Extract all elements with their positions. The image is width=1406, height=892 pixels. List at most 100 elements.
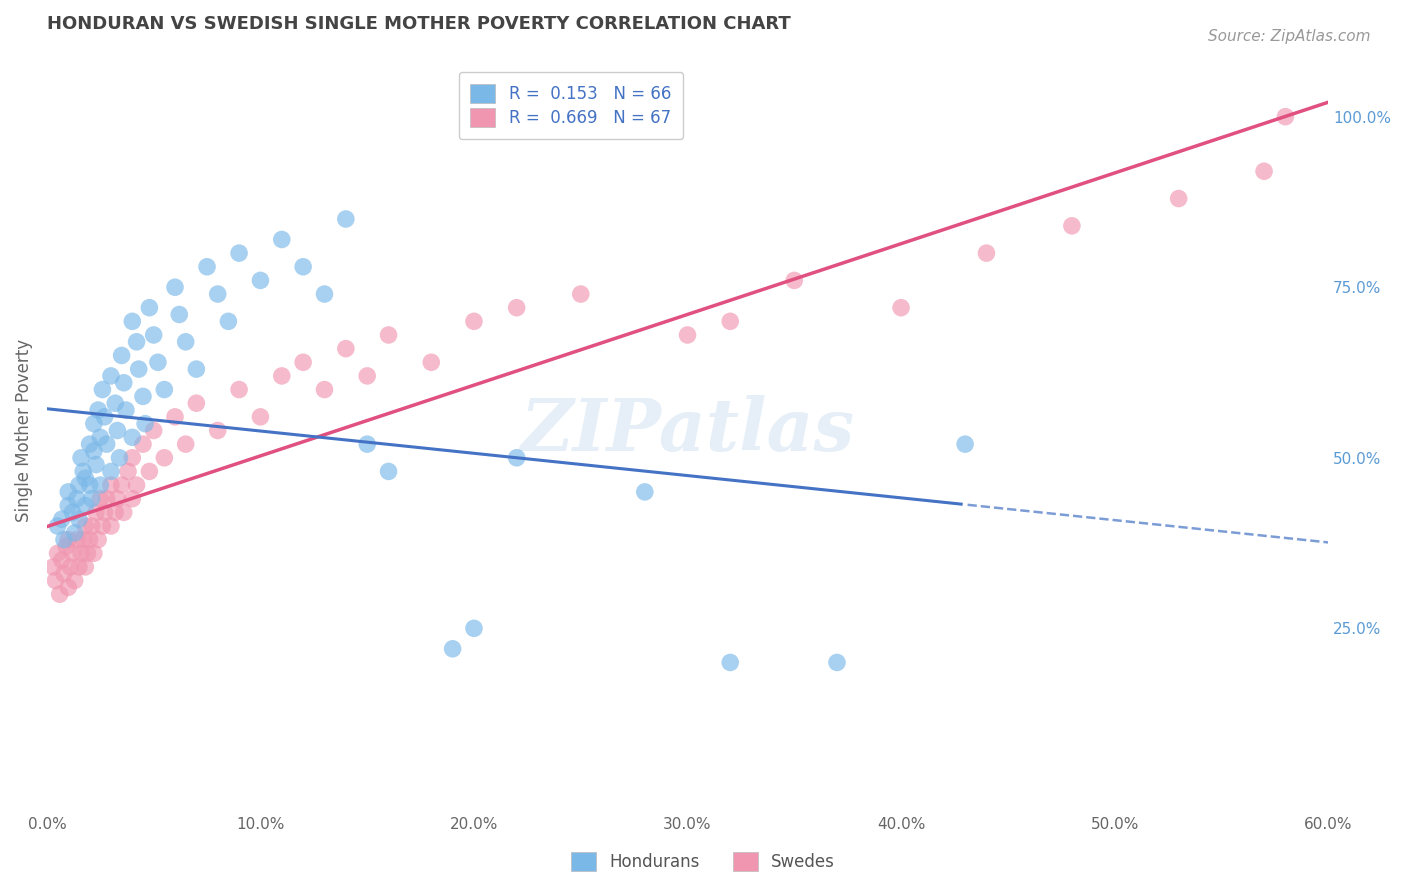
Point — [72, 533, 94, 547]
Point — [634, 484, 657, 499]
Point — [163, 280, 186, 294]
Point — [75, 471, 97, 485]
Point — [314, 383, 336, 397]
Point — [70, 450, 93, 465]
Point — [75, 499, 97, 513]
Point — [58, 484, 80, 499]
Point — [87, 533, 110, 547]
Point — [55, 540, 77, 554]
Point — [134, 417, 156, 431]
Point — [207, 287, 229, 301]
Point — [128, 362, 150, 376]
Point — [953, 437, 976, 451]
Point — [63, 574, 86, 588]
Point — [174, 334, 197, 349]
Point — [66, 491, 89, 506]
Point — [890, 301, 912, 315]
Point — [132, 437, 155, 451]
Point — [58, 533, 80, 547]
Point — [111, 348, 134, 362]
Point — [51, 553, 73, 567]
Legend: Hondurans, Swedes: Hondurans, Swedes — [562, 843, 844, 880]
Point — [505, 301, 527, 315]
Point — [292, 355, 315, 369]
Point — [100, 519, 122, 533]
Point — [111, 478, 134, 492]
Point — [46, 546, 69, 560]
Point — [83, 444, 105, 458]
Point — [91, 383, 114, 397]
Point — [121, 491, 143, 506]
Text: ZIPatlas: ZIPatlas — [520, 395, 855, 466]
Point — [87, 403, 110, 417]
Point — [163, 409, 186, 424]
Point — [976, 246, 998, 260]
Point — [115, 403, 138, 417]
Point — [207, 424, 229, 438]
Point — [463, 621, 485, 635]
Point — [100, 478, 122, 492]
Point — [58, 499, 80, 513]
Point — [1060, 219, 1083, 233]
Point — [186, 396, 208, 410]
Point — [1274, 110, 1296, 124]
Point — [51, 512, 73, 526]
Point — [186, 362, 208, 376]
Point — [228, 383, 250, 397]
Point — [100, 368, 122, 383]
Point — [121, 314, 143, 328]
Point — [112, 376, 135, 390]
Point — [138, 301, 160, 315]
Point — [59, 560, 82, 574]
Point — [121, 430, 143, 444]
Point — [75, 560, 97, 574]
Point — [84, 505, 107, 519]
Point — [105, 424, 128, 438]
Point — [441, 641, 464, 656]
Point — [52, 566, 75, 581]
Point — [44, 574, 66, 588]
Point — [825, 656, 848, 670]
Point — [79, 478, 101, 492]
Point — [783, 273, 806, 287]
Point — [62, 505, 84, 519]
Point — [169, 308, 191, 322]
Point — [48, 587, 70, 601]
Point — [104, 396, 127, 410]
Point — [505, 450, 527, 465]
Point — [138, 465, 160, 479]
Point — [420, 355, 443, 369]
Point — [84, 458, 107, 472]
Point — [46, 519, 69, 533]
Point — [125, 478, 148, 492]
Point — [335, 212, 357, 227]
Point — [125, 334, 148, 349]
Point — [100, 465, 122, 479]
Point — [42, 560, 65, 574]
Point — [356, 437, 378, 451]
Point — [718, 314, 741, 328]
Point — [66, 533, 89, 547]
Point — [89, 478, 111, 492]
Point — [718, 656, 741, 670]
Point — [132, 389, 155, 403]
Point — [72, 465, 94, 479]
Point — [292, 260, 315, 274]
Point — [676, 328, 699, 343]
Point — [80, 519, 103, 533]
Y-axis label: Single Mother Poverty: Single Mother Poverty — [15, 339, 32, 522]
Point — [174, 437, 197, 451]
Point — [314, 287, 336, 301]
Point — [105, 491, 128, 506]
Point — [67, 512, 90, 526]
Point — [153, 383, 176, 397]
Point — [335, 342, 357, 356]
Point — [377, 328, 399, 343]
Text: Source: ZipAtlas.com: Source: ZipAtlas.com — [1208, 29, 1371, 45]
Point — [89, 430, 111, 444]
Point — [153, 450, 176, 465]
Point — [93, 409, 115, 424]
Point — [58, 581, 80, 595]
Point — [108, 450, 131, 465]
Point — [104, 505, 127, 519]
